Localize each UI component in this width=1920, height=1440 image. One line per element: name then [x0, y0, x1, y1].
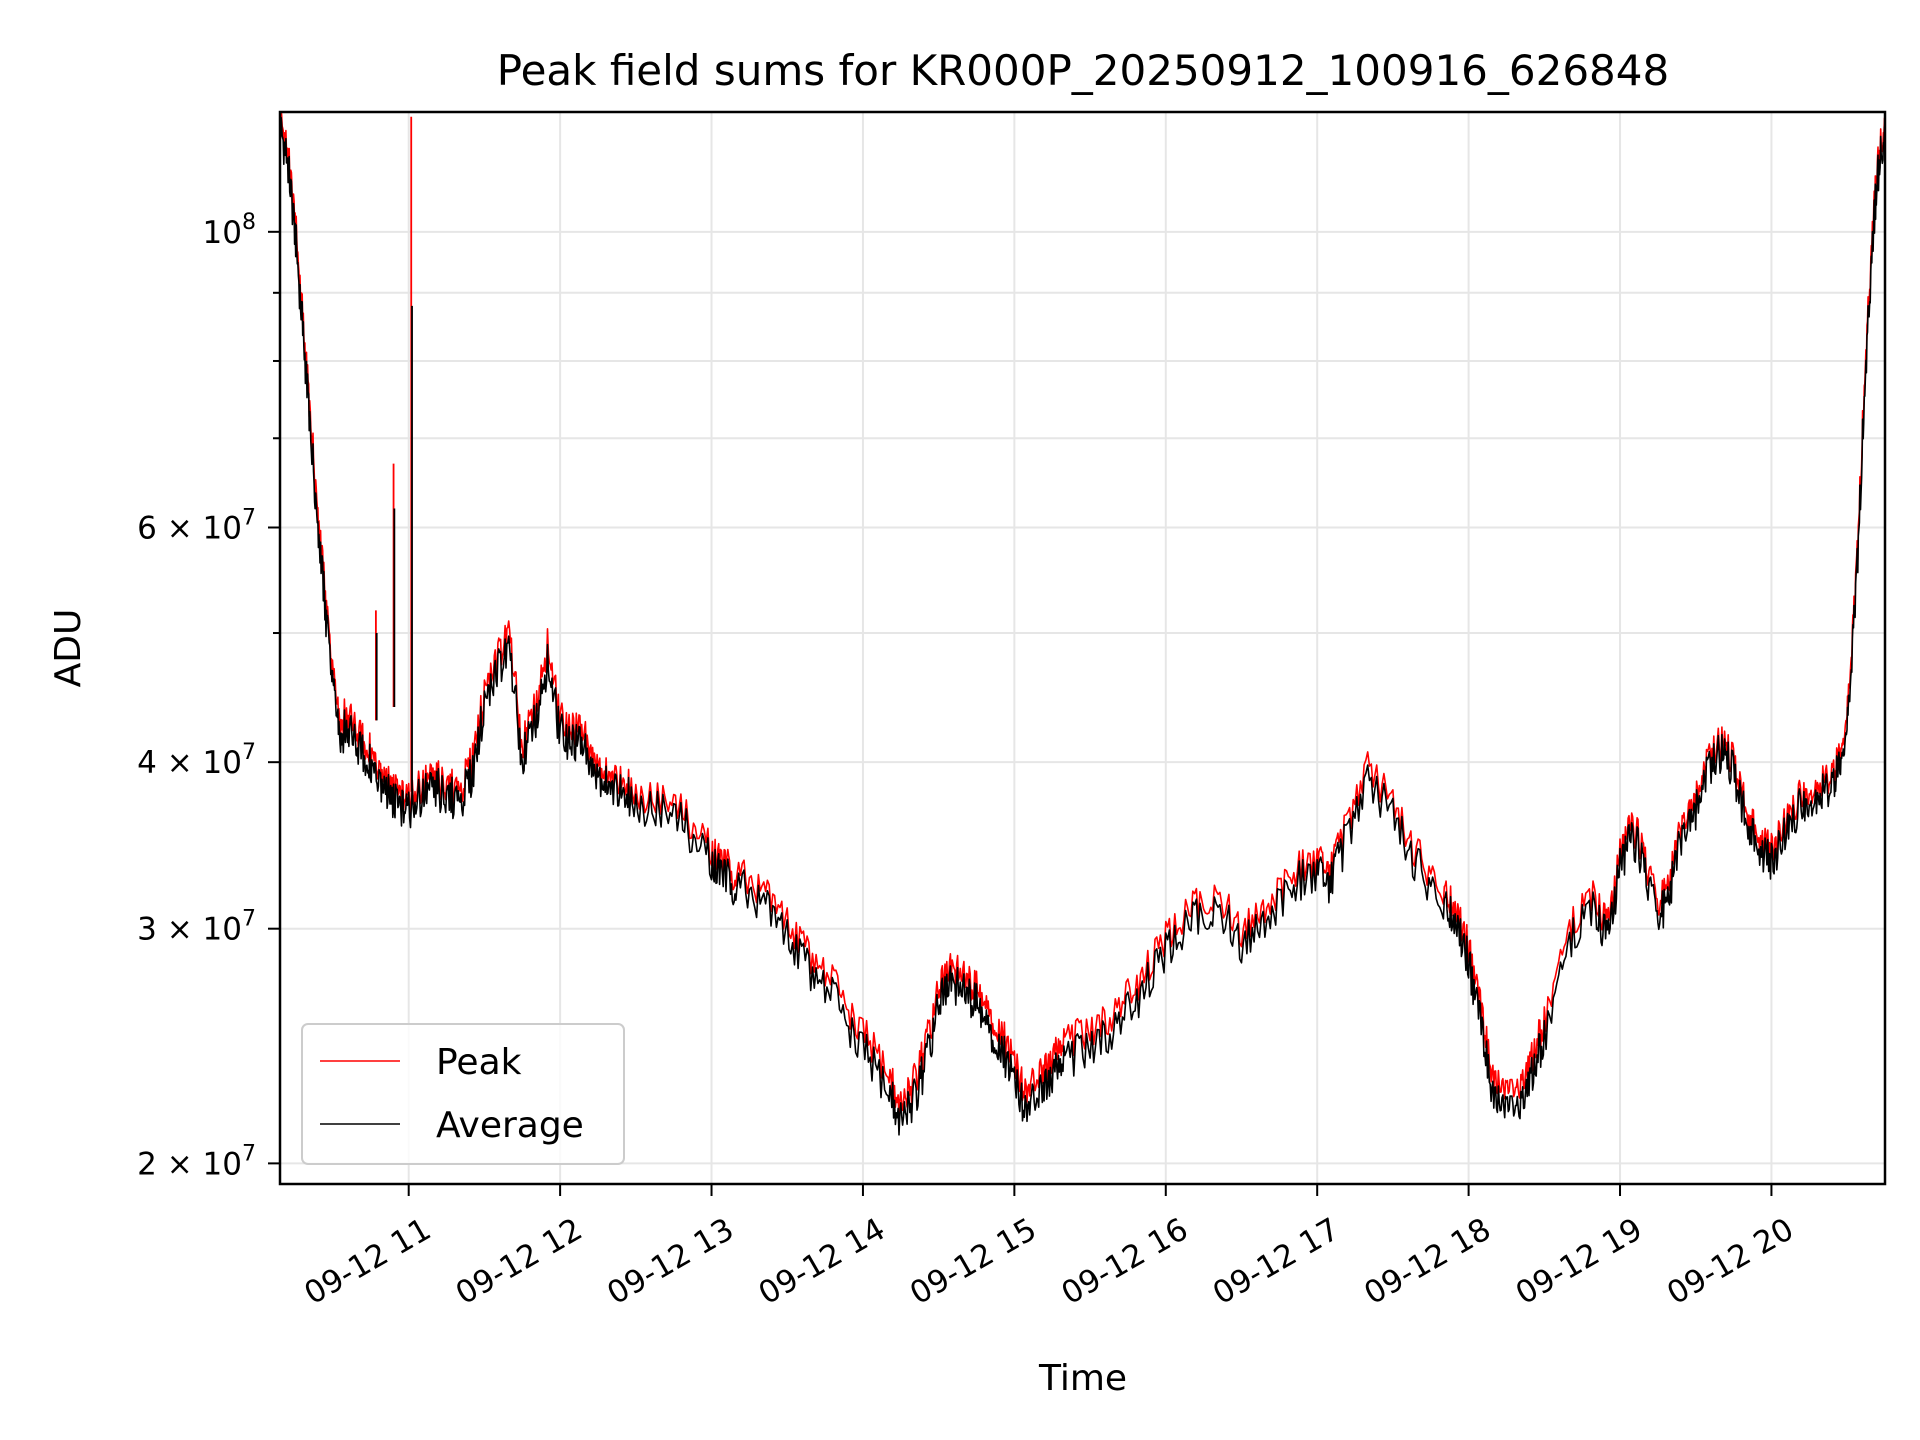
y-axis-label: ADU — [48, 609, 89, 688]
legend-label-average: Average — [436, 1105, 584, 1146]
grid — [280, 112, 1885, 1184]
legend-box — [301, 1023, 625, 1165]
plot-frame — [278, 110, 1887, 1186]
y-tick-label: 2 × 107 — [137, 1141, 256, 1182]
spikes — [374, 116, 413, 792]
chart-title: Peak field sums for KR000P_20250912_1009… — [497, 46, 1669, 95]
y-tick-label: 108 — [203, 210, 256, 251]
plot-series — [280, 112, 1885, 1136]
y-tick-label: 4 × 107 — [137, 740, 256, 781]
legend-label-peak: Peak — [436, 1042, 522, 1083]
y-tick-label: 3 × 107 — [137, 907, 256, 948]
x-axis-label: Time — [1038, 1358, 1127, 1399]
series-line-average — [280, 116, 1885, 1136]
y-axis-ticks: 2 × 107 3 × 107 4 × 107 6 × 107 108 — [137, 210, 280, 1182]
y-tick-label: 6 × 107 — [137, 505, 256, 546]
legend: Peak Average — [301, 1023, 625, 1165]
